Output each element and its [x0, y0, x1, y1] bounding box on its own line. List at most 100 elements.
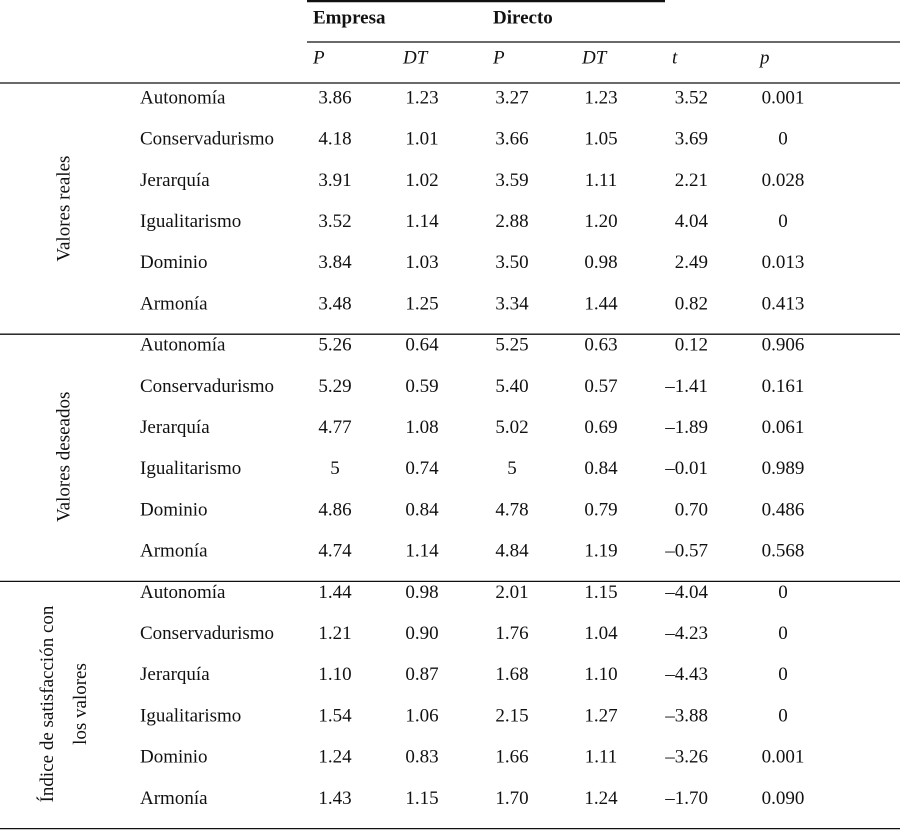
cell: 5 — [330, 458, 340, 479]
cell: –0.01 — [664, 458, 708, 479]
cell: 1.02 — [405, 170, 438, 191]
cell: 0.63 — [584, 335, 617, 356]
row-label: Armonía — [140, 788, 208, 809]
row-label: Dominio — [140, 747, 208, 768]
cell: –4.23 — [664, 623, 708, 644]
cell: 4.84 — [495, 541, 529, 562]
cell: 1.08 — [405, 417, 438, 438]
cell: 1.54 — [318, 705, 352, 726]
cell: 0.12 — [675, 335, 708, 356]
cell: 1.15 — [405, 788, 438, 809]
subheader: p — [758, 47, 770, 68]
cell: 0.061 — [762, 417, 805, 438]
cell: 0 — [778, 623, 788, 644]
cell: 1.10 — [318, 664, 351, 685]
cell: 5.02 — [495, 417, 528, 438]
cell: 2.21 — [675, 170, 708, 191]
subheader: P — [492, 47, 505, 68]
cell: 4.04 — [675, 211, 709, 232]
cell: 0 — [778, 705, 788, 726]
cell: 5.29 — [318, 376, 351, 397]
cell: 1.27 — [584, 705, 617, 726]
cell: 3.69 — [675, 129, 708, 150]
column-group: Empresa — [313, 7, 386, 28]
cell: –1.70 — [664, 788, 708, 809]
cell: 0.161 — [762, 376, 805, 397]
cell: 1.10 — [584, 664, 617, 685]
cell: 1.44 — [318, 582, 352, 603]
cell: 3.34 — [495, 293, 529, 314]
row-label: Autonomía — [140, 582, 226, 603]
cell: 0.013 — [762, 252, 805, 273]
cell: 3.84 — [318, 252, 352, 273]
cell: 0.98 — [405, 582, 438, 603]
row-label: Conservadurismo — [140, 623, 274, 644]
cell: 0.83 — [405, 747, 438, 768]
cell: –1.41 — [664, 376, 708, 397]
cell: –3.88 — [664, 705, 708, 726]
cell: 0.84 — [405, 499, 439, 520]
cell: 2.15 — [495, 705, 528, 726]
row-label: Dominio — [140, 499, 208, 520]
cell: 5.40 — [495, 376, 528, 397]
cell: 1.44 — [584, 293, 618, 314]
cell: 1.70 — [495, 788, 528, 809]
group-label: los valores — [70, 663, 91, 745]
cell: 1.11 — [585, 170, 618, 191]
cell: 3.52 — [675, 87, 708, 108]
cell: 0.90 — [405, 623, 438, 644]
row-label: Jerarquía — [140, 417, 210, 438]
cell: –3.26 — [664, 747, 708, 768]
row-label: Armonía — [140, 293, 208, 314]
cell: 5.25 — [495, 335, 528, 356]
cell: 0.001 — [762, 87, 805, 108]
cell: 3.66 — [495, 129, 528, 150]
group-label: Índice de satisfacción con — [36, 605, 58, 802]
cell: 0 — [778, 211, 788, 232]
cell: –4.43 — [664, 664, 708, 685]
cell: 2.49 — [675, 252, 708, 273]
cell: 1.68 — [495, 664, 528, 685]
cell: 1.03 — [405, 252, 438, 273]
cell: 1.43 — [318, 788, 351, 809]
row-label: Igualitarismo — [140, 705, 241, 726]
cell: 0.486 — [762, 499, 805, 520]
cell: 2.01 — [495, 582, 528, 603]
cell: 0.98 — [584, 252, 617, 273]
cell: 1.06 — [405, 705, 438, 726]
subheader: DT — [581, 47, 608, 68]
subheader: t — [672, 47, 678, 68]
cell: 0.57 — [584, 376, 617, 397]
cell: 0.64 — [405, 335, 439, 356]
cell: 1.05 — [584, 129, 617, 150]
cell: 5.26 — [318, 335, 351, 356]
cell: 1.11 — [585, 747, 618, 768]
cell: 0 — [778, 582, 788, 603]
cell: 5 — [507, 458, 517, 479]
cell: 3.59 — [495, 170, 528, 191]
cell: 0.59 — [405, 376, 438, 397]
cell: 1.01 — [405, 129, 438, 150]
cell: 1.19 — [584, 541, 617, 562]
cell: 0.090 — [762, 788, 805, 809]
cell: 4.86 — [318, 499, 351, 520]
cell: 1.15 — [584, 582, 617, 603]
row-label: Conservadurismo — [140, 129, 274, 150]
subheader: P — [312, 47, 325, 68]
group-label: Valores deseados — [53, 392, 74, 522]
cell: 1.24 — [584, 788, 618, 809]
cell: 3.48 — [318, 293, 351, 314]
cell: 1.23 — [584, 87, 617, 108]
cell: 1.25 — [405, 293, 438, 314]
group-label: Valores reales — [53, 156, 74, 262]
column-group: Directo — [493, 7, 553, 28]
row-label: Conservadurismo — [140, 376, 274, 397]
cell: 0.87 — [405, 664, 438, 685]
row-label: Jerarquía — [140, 170, 210, 191]
cell: 0.989 — [762, 458, 805, 479]
cell: 4.18 — [318, 129, 351, 150]
cell: 1.14 — [405, 541, 439, 562]
row-label: Autonomía — [140, 87, 226, 108]
cell: 0.74 — [405, 458, 439, 479]
